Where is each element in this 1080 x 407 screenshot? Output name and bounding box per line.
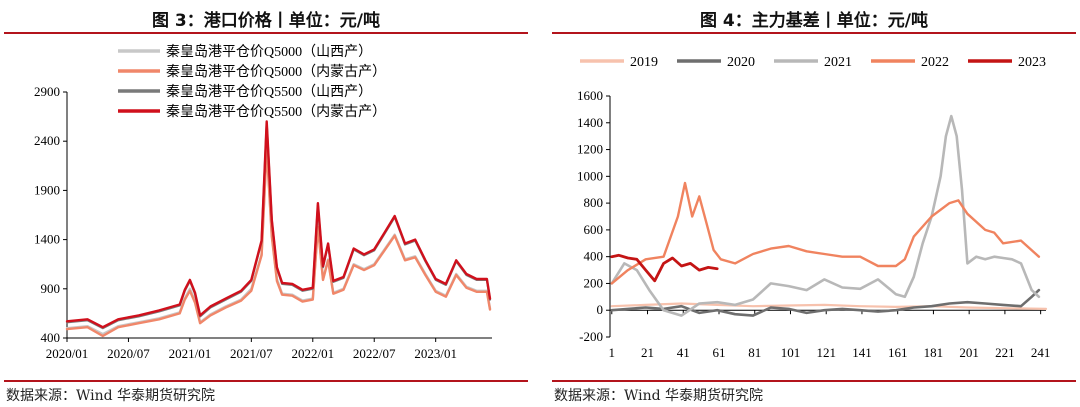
- figure-3-top-rule: [4, 32, 528, 34]
- x-tick-label: 1: [609, 345, 616, 360]
- y-tick-label: 400: [41, 330, 61, 345]
- series-line-4: [610, 253, 719, 283]
- figure-3-bottom-rule: [4, 380, 528, 382]
- legend-label-2: 秦皇岛港平仓价Q5500（山西产）: [166, 84, 372, 100]
- x-tick-label: 2021/07: [230, 346, 273, 361]
- y-tick-label: 200: [584, 275, 604, 290]
- series-line-2: [65, 122, 492, 330]
- x-tick-label: 61: [713, 345, 726, 360]
- legend-label-1: 秦皇岛港平仓价Q5000（内蒙古产）: [166, 64, 386, 80]
- series-line-2: [610, 114, 1041, 317]
- x-tick-label: 181: [924, 345, 944, 360]
- series-line-1: [65, 146, 492, 338]
- series-line-0: [65, 144, 492, 336]
- figure-4-title: 图 4：主力基差丨单位：元/吨: [700, 11, 928, 31]
- y-tick-label: 1600: [577, 88, 603, 103]
- y-tick-label: 1000: [577, 168, 603, 183]
- y-tick-label: 900: [41, 281, 61, 296]
- series-line-3: [610, 181, 1041, 285]
- legend-label-3: 秦皇岛港平仓价Q5500（内蒙古产）: [166, 104, 386, 120]
- figure-4-source: 数据来源：Wind 华泰期货研究院: [554, 388, 764, 404]
- series-line-1: [610, 288, 1041, 317]
- y-tick-label: 1400: [34, 232, 60, 247]
- series-line-0: [610, 302, 1048, 310]
- y-tick-label: 0: [597, 302, 604, 317]
- x-tick-label: 2022/01: [291, 346, 334, 361]
- legend-label-4: 2023: [1018, 55, 1046, 70]
- figure-3-panel: 图 3：港口价格丨单位：元/吨 400 900 1400 1900 2400 2900 20…: [0, 0, 532, 407]
- x-tick-label: 101: [781, 345, 801, 360]
- y-tick-label: 1400: [577, 115, 603, 130]
- legend-label-0: 2019: [630, 55, 658, 70]
- figure-3-source: 数据来源：Wind 华泰期货研究院: [6, 388, 216, 404]
- x-tick-label: 121: [816, 345, 836, 360]
- y-tick-label: 600: [584, 222, 604, 237]
- figure-4-bottom-rule: [552, 380, 1076, 382]
- legend-label-1: 2020: [727, 55, 755, 70]
- legend-label-2: 2021: [824, 55, 852, 70]
- x-tick-label: 41: [677, 345, 690, 360]
- x-tick-label: 241: [1031, 345, 1051, 360]
- y-tick-label: 1200: [577, 142, 603, 157]
- x-tick-label: 21: [641, 345, 654, 360]
- figure-4-panel: 图 4：主力基差丨单位：元/吨 -200 0 200 400 600 800 1000 120…: [548, 0, 1080, 407]
- port-price-chart: 400 900 1400 1900 2400 2900 2020/01 2020/07 2021…: [34, 44, 492, 361]
- legend-label-3: 2022: [921, 55, 949, 70]
- figure-4-top-rule: [552, 32, 1076, 34]
- legend-label-0: 秦皇岛港平仓价Q5000（山西产）: [166, 44, 372, 60]
- x-tick-label: 161: [888, 345, 908, 360]
- x-tick-label: 201: [959, 345, 979, 360]
- x-tick-label: 2023/01: [414, 346, 457, 361]
- x-tick-label: 2022/07: [353, 346, 396, 361]
- figure-3-title: 图 3：港口价格丨单位：元/吨: [152, 11, 380, 31]
- y-tick-label: 2900: [34, 84, 60, 99]
- x-tick-label: 2021/01: [169, 346, 212, 361]
- y-tick-label: 400: [584, 249, 604, 264]
- x-tick-label: 221: [995, 345, 1015, 360]
- x-tick-label: 2020/01: [46, 346, 89, 361]
- x-tick-label: 81: [748, 345, 761, 360]
- y-tick-label: 1900: [34, 182, 60, 197]
- y-tick-label: 2400: [34, 133, 60, 148]
- x-tick-label: 2020/07: [107, 346, 150, 361]
- x-tick-label: 141: [852, 345, 872, 360]
- series-line-3: [65, 120, 492, 329]
- y-tick-label: 800: [584, 195, 604, 210]
- y-tick-label: -200: [579, 329, 603, 344]
